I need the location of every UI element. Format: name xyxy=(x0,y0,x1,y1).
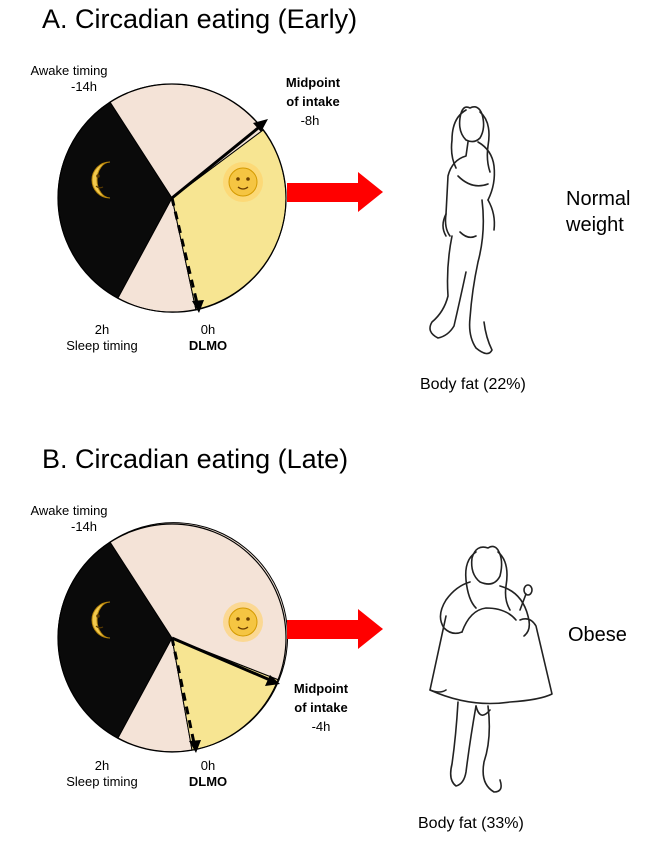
midpoint-label-line1: Midpoint xyxy=(285,75,341,90)
midpoint-arrowhead xyxy=(253,119,268,132)
awake-timing-value: -14h xyxy=(70,79,98,94)
panel-title: B. Circadian eating (Late) xyxy=(42,444,349,474)
crescent-moon-face-icon xyxy=(91,161,111,199)
panel-late: B. Circadian eating (Late) xyxy=(0,440,647,865)
clock-diagram xyxy=(57,522,553,793)
midpoint-label-line2: of intake xyxy=(294,700,348,715)
normal-weight-figure xyxy=(429,106,496,355)
sun-face-icon xyxy=(223,162,263,202)
sleep-timing-label: Sleep timing xyxy=(66,774,138,789)
panel-title: A. Circadian eating (Early) xyxy=(42,4,358,34)
sleep-timing-value: 2h xyxy=(94,758,110,773)
obese-figure xyxy=(429,545,553,793)
awake-timing-value: -14h xyxy=(70,519,98,534)
dlmo-value: 0h xyxy=(200,322,216,337)
panel-early: A. Circadian eating (Early) xyxy=(0,0,647,425)
red-arrow xyxy=(287,609,383,649)
body-fat-label: Body fat (33%) xyxy=(418,815,524,832)
awake-timing-label: Awake timing xyxy=(30,63,108,78)
body-fat-label: Body fat (22%) xyxy=(420,376,526,393)
midpoint-label-line1: Midpoint xyxy=(293,681,349,696)
outcome-label-line1: Normal xyxy=(566,188,631,210)
outcome-label-line2: weight xyxy=(566,214,624,236)
midpoint-value: -4h xyxy=(311,719,331,734)
dlmo-arrow xyxy=(170,637,196,744)
red-arrow xyxy=(287,172,383,212)
awake-timing-label: Awake timing xyxy=(30,503,108,518)
clock-outline xyxy=(57,83,287,313)
dlmo-label: DLMO xyxy=(188,774,228,789)
sleep-timing-label: Sleep timing xyxy=(66,338,138,353)
sleep-timing-value: 2h xyxy=(94,322,110,337)
dlmo-value: 0h xyxy=(200,758,216,773)
clock-diagram xyxy=(57,83,496,355)
sun-face-icon xyxy=(223,602,263,642)
midpoint-arrow xyxy=(171,636,271,682)
midpoint-arrowhead xyxy=(265,675,280,686)
midpoint-label-line2: of intake xyxy=(286,94,340,109)
dlmo-arrowhead xyxy=(189,740,201,753)
dlmo-arrowhead xyxy=(192,300,204,313)
outcome-label-line1: Obese xyxy=(568,624,627,646)
dlmo-label: DLMO xyxy=(188,338,228,353)
dlmo-arrow xyxy=(170,197,199,304)
midpoint-arrow xyxy=(171,122,264,200)
clock-outline xyxy=(57,523,287,753)
crescent-moon-face-icon xyxy=(91,601,111,639)
midpoint-value: -8h xyxy=(300,113,320,128)
